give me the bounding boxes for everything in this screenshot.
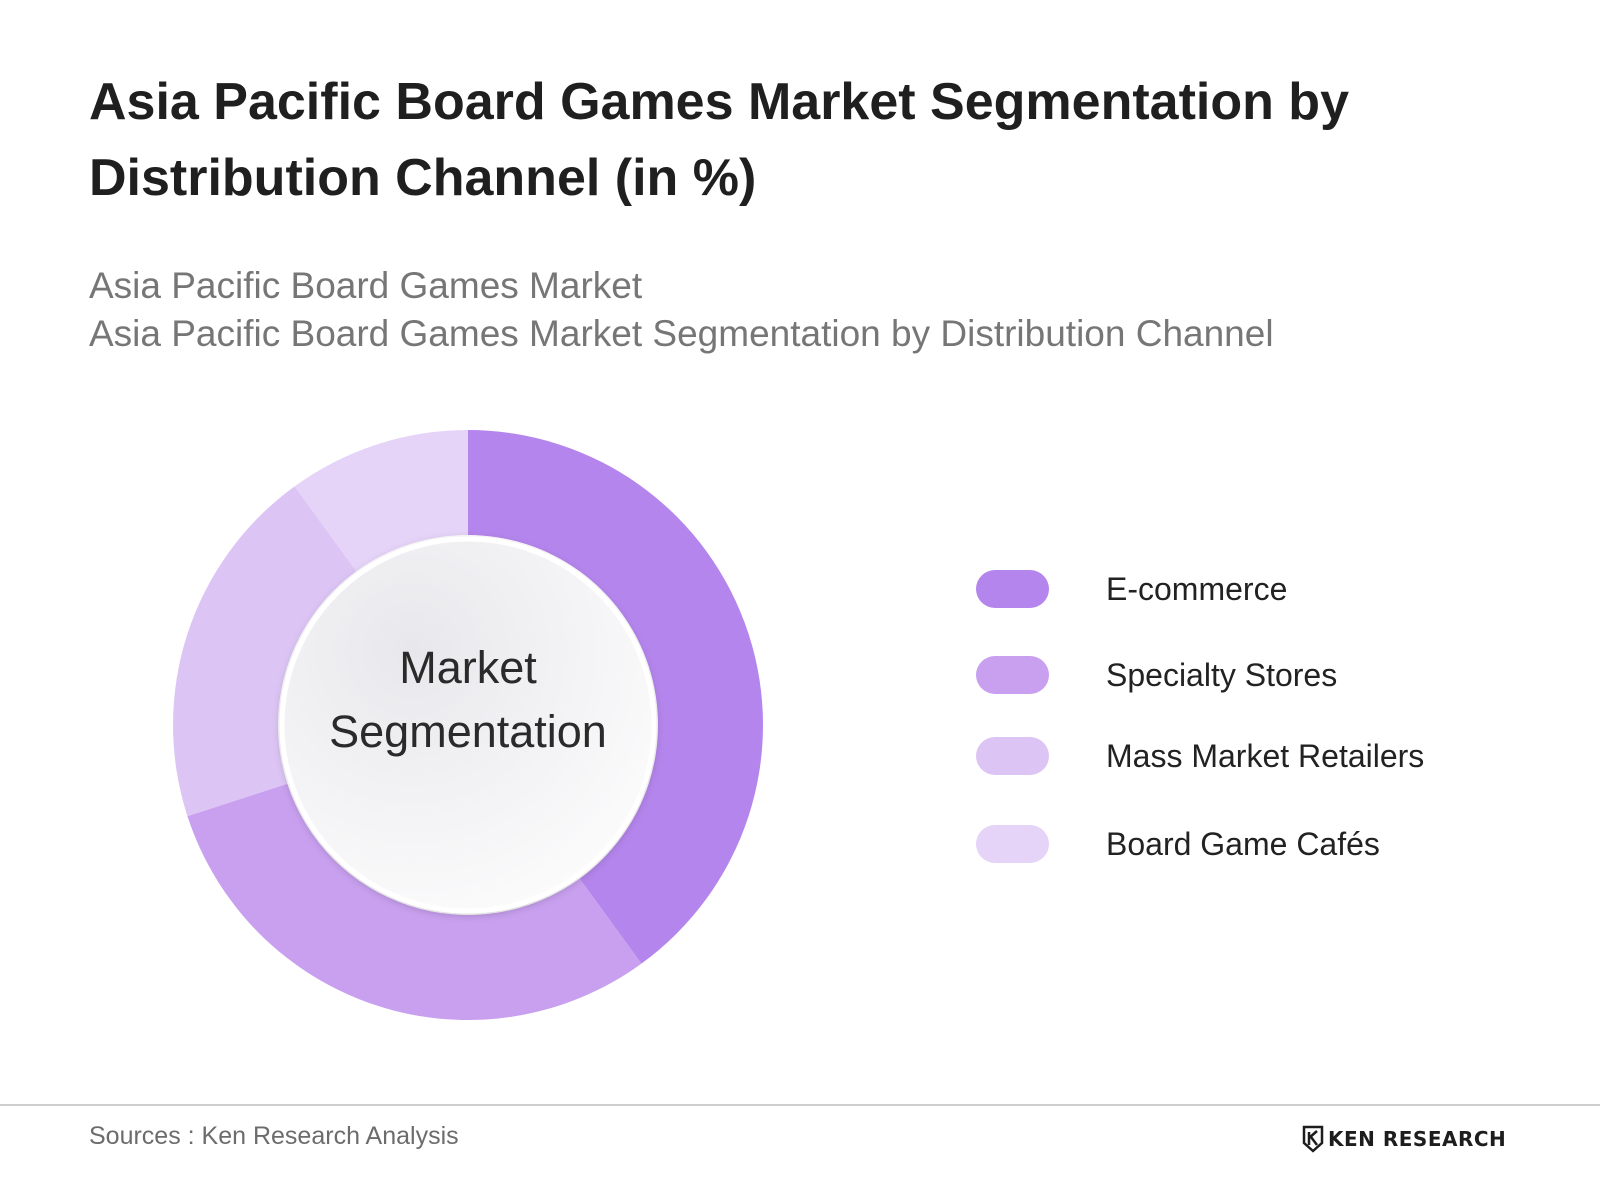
legend-item-board-game-caf-s: Board Game Cafés	[976, 825, 1536, 865]
source-note: Sources : Ken Research Analysis	[89, 1122, 459, 1150]
legend-label: Board Game Cafés	[1106, 826, 1380, 862]
subtitle-line-2: Asia Pacific Board Games Market Segmenta…	[89, 313, 1274, 354]
subtitle-line-1: Asia Pacific Board Games Market	[89, 265, 643, 306]
chart-subtitle: Asia Pacific Board Games Market Asia Pac…	[89, 262, 1489, 358]
brand-logo: KEN RESEARCH	[1302, 1124, 1506, 1154]
legend-swatch	[976, 570, 1049, 608]
legend-swatch	[976, 737, 1049, 775]
donut-slice-mass-market-retailers	[173, 486, 357, 817]
donut-slices	[173, 430, 764, 1021]
center-label-line-2: Segmentation	[329, 706, 607, 757]
center-label-line-1: Market	[399, 642, 537, 693]
legend-label: Mass Market Retailers	[1106, 738, 1425, 774]
legend-item-e-commerce: E-commerce	[976, 570, 1536, 610]
donut-center-label: Market Segmentation	[283, 636, 653, 764]
legend-item-mass-market-retailers: Mass Market Retailers	[976, 737, 1536, 777]
legend-item-specialty-stores: Specialty Stores	[976, 656, 1536, 696]
brand-name: KEN RESEARCH	[1328, 1127, 1507, 1151]
chart-title: Asia Pacific Board Games Market Segmenta…	[89, 73, 1349, 207]
donut-center-disc	[279, 536, 657, 914]
donut-slice-e-commerce	[468, 430, 764, 964]
donut-slice-specialty-stores	[187, 783, 642, 1021]
donut-slice-board-game-caf-s	[294, 430, 468, 572]
legend-swatch	[976, 825, 1049, 863]
legend-swatch	[976, 656, 1049, 694]
legend-label: E-commerce	[1106, 571, 1288, 607]
ken-research-logo-icon	[1302, 1125, 1324, 1153]
legend-label: Specialty Stores	[1106, 657, 1338, 693]
footer-divider	[0, 1104, 1600, 1106]
